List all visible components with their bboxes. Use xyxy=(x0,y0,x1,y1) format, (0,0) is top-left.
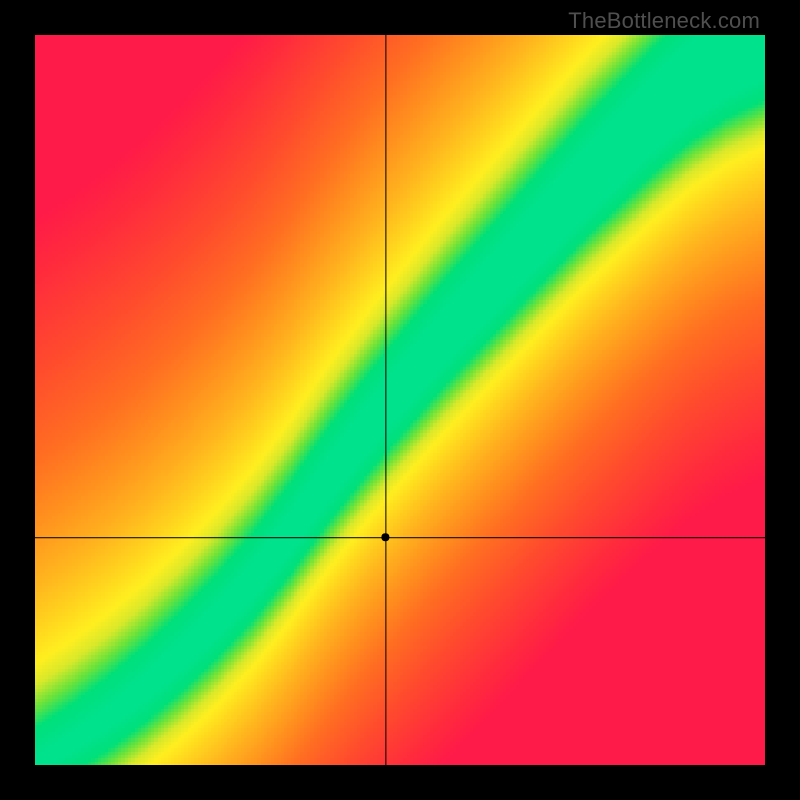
chart-container: TheBottleneck.com xyxy=(0,0,800,800)
bottleneck-heatmap xyxy=(35,35,765,765)
watermark-text: TheBottleneck.com xyxy=(568,8,760,34)
